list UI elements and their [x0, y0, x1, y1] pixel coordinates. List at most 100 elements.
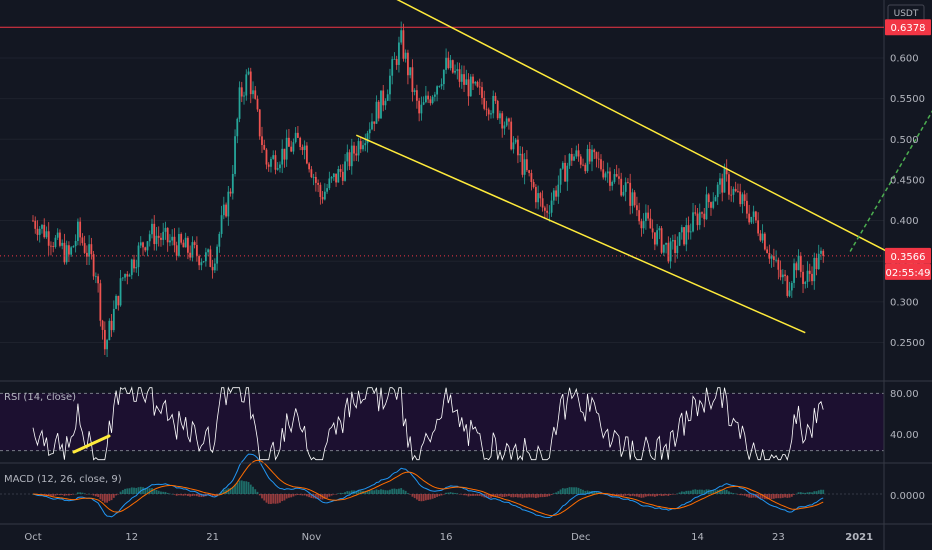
candle [328, 171, 331, 191]
macd-histogram-bar [234, 484, 236, 494]
candlestick-series[interactable] [32, 21, 825, 357]
candle [225, 202, 227, 218]
candle [393, 52, 396, 60]
macd-histogram-bar [94, 494, 97, 497]
rsi-divergence-line[interactable] [72, 434, 111, 454]
macd-histogram-bar [427, 494, 430, 500]
macd-histogram-bar [99, 494, 102, 500]
candle [647, 205, 650, 221]
rsi-pane[interactable] [0, 386, 884, 462]
macd-pane-title[interactable]: MACD (12, 26, close, 9) [4, 474, 122, 485]
macd-histogram-bar [555, 492, 557, 494]
candle [207, 248, 210, 257]
macd-histogram-bar [371, 490, 373, 494]
candle [85, 245, 88, 266]
time-axis-tick: 16 [440, 532, 453, 543]
macd-signal-line [32, 459, 824, 517]
macd-histogram-bar [332, 494, 335, 495]
candle [407, 49, 409, 85]
channel-upper-trendline[interactable] [392, 0, 923, 270]
candle [492, 90, 495, 119]
channel-lower-trendline[interactable] [355, 134, 806, 334]
candle [460, 65, 463, 89]
candle [220, 205, 223, 238]
macd-histogram-bar [438, 494, 441, 497]
macd-histogram-bar [561, 488, 564, 494]
macd-histogram-bar [573, 487, 575, 494]
candle [310, 166, 313, 179]
macd-histogram-bar [820, 489, 822, 494]
candle [119, 270, 122, 307]
candle [99, 279, 102, 327]
macd-histogram-bar [65, 494, 68, 496]
macd-histogram-bar [463, 494, 465, 496]
macd-histogram-bar [703, 490, 706, 494]
candle [539, 191, 542, 207]
candle [795, 261, 798, 278]
macd-histogram-bar [81, 492, 84, 494]
candle [303, 140, 306, 160]
candle [50, 241, 52, 256]
candle [561, 161, 564, 170]
candle [517, 135, 519, 164]
candle [160, 232, 162, 247]
candle [597, 151, 600, 169]
candle [728, 171, 730, 200]
macd-histogram-bar [748, 494, 751, 498]
rsi-pane-title[interactable]: RSI (14, close) [4, 392, 76, 403]
macd-histogram-bar [548, 494, 551, 497]
macd-histogram-bar [97, 494, 100, 498]
candle [314, 171, 317, 192]
price-axis-tick: 0.4500 [890, 175, 925, 186]
candle [620, 172, 623, 197]
macd-histogram-bar [451, 492, 454, 494]
candle [364, 133, 367, 152]
macd-histogram-bar [231, 486, 234, 494]
macd-histogram-bar [61, 494, 64, 495]
candle [63, 233, 66, 265]
candle [238, 81, 241, 123]
candle [45, 226, 48, 239]
macd-histogram-bar [447, 492, 450, 494]
macd-histogram-bar [274, 494, 277, 504]
candle [510, 117, 513, 151]
macd-histogram-bar [115, 494, 117, 496]
candle [802, 264, 804, 294]
macd-pane[interactable] [0, 453, 884, 518]
macd-histogram-bar [564, 488, 566, 494]
candle [631, 188, 634, 214]
macd-histogram-bar [155, 489, 158, 494]
macd-histogram-bar [714, 490, 717, 494]
candle [227, 185, 230, 226]
macd-histogram-bar [752, 494, 755, 498]
macd-histogram-bar [126, 488, 129, 494]
macd-histogram-bar [344, 492, 346, 494]
candle [680, 224, 683, 240]
candle [209, 245, 212, 268]
candle [151, 218, 153, 239]
macd-histogram-bar [157, 490, 160, 494]
candle [424, 85, 427, 104]
candle [285, 129, 288, 167]
macd-histogram-bar [622, 494, 625, 497]
resistance-price-value: 0.6378 [891, 23, 926, 34]
time-axis[interactable]: Oct1221Nov16Dec142320211120 [24, 532, 932, 543]
macd-histogram-bar [195, 494, 198, 497]
candle [137, 242, 140, 277]
candle [490, 110, 492, 119]
time-axis-tick: 14 [691, 532, 704, 543]
macd-histogram-bar [130, 487, 133, 494]
macd-histogram-bar [193, 494, 196, 496]
candle [272, 150, 275, 160]
macd-histogram-bar [265, 494, 268, 503]
macd-histogram-bar [575, 487, 578, 494]
candle [70, 245, 73, 257]
candle [245, 69, 248, 101]
macd-histogram-bar [402, 489, 405, 494]
projection-arrow[interactable] [849, 21, 932, 252]
candle [326, 184, 328, 194]
macd-histogram-bar [391, 488, 394, 494]
time-axis-tick: 12 [125, 532, 138, 543]
candle [218, 231, 221, 253]
